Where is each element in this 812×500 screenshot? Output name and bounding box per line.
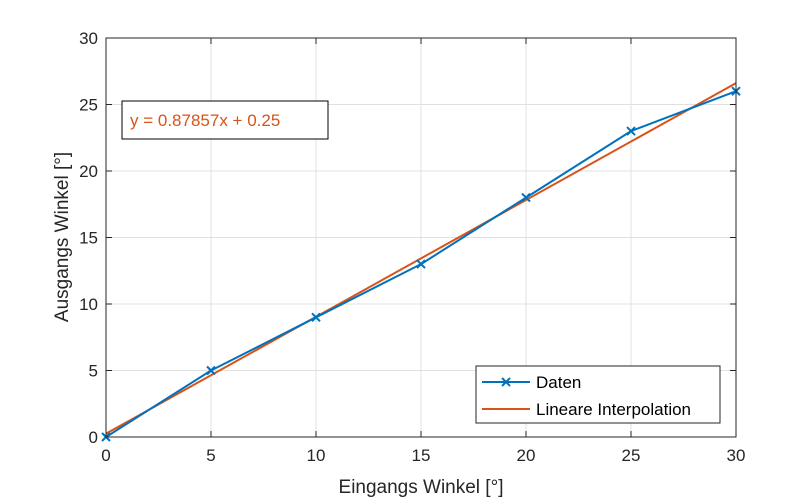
equation-annotation: y = 0.87857x + 0.25 xyxy=(121,100,329,140)
data-point-marker xyxy=(416,259,426,269)
annotation-text: y = 0.87857x + 0.25 xyxy=(130,111,280,130)
y-tick-label: 10 xyxy=(79,295,98,314)
y-tick-label: 30 xyxy=(79,29,98,48)
y-tick-label: 5 xyxy=(89,362,98,381)
y-tick-label: 25 xyxy=(79,96,98,115)
legend: Daten Lineare Interpolation xyxy=(475,365,721,424)
x-tick-label: 15 xyxy=(412,446,431,465)
legend-x-marker xyxy=(501,377,511,387)
x-tick-label: 25 xyxy=(622,446,641,465)
x-tick-label: 0 xyxy=(101,446,110,465)
series-line-lineare-interpolation xyxy=(105,82,737,435)
y-tick-label: 20 xyxy=(79,162,98,181)
x-tick-label: 5 xyxy=(206,446,215,465)
legend-label-daten: Daten xyxy=(536,373,581,392)
legend-marker-daten xyxy=(501,377,511,387)
legend-box xyxy=(475,365,721,424)
y-tick-label: 0 xyxy=(89,428,98,447)
annotation-box xyxy=(121,100,329,140)
x-tick-label: 30 xyxy=(727,446,746,465)
data-point-marker xyxy=(521,192,531,203)
x-tick-label: 10 xyxy=(307,446,326,465)
y-axis-label: Ausgangs Winkel [°] xyxy=(52,152,73,322)
x-tick-label: 20 xyxy=(517,446,536,465)
y-tick-label: 15 xyxy=(79,229,98,248)
x-axis-label: Eingangs Winkel [°] xyxy=(339,477,504,498)
data-point-marker xyxy=(311,312,321,323)
data-point-marker xyxy=(206,365,216,376)
ticks: 0 5 10 15 20 25 30 0 5 10 15 20 25 30 xyxy=(79,29,745,465)
legend-label-lineare-interpolation: Lineare Interpolation xyxy=(536,400,691,419)
data-point-marker xyxy=(626,126,636,136)
